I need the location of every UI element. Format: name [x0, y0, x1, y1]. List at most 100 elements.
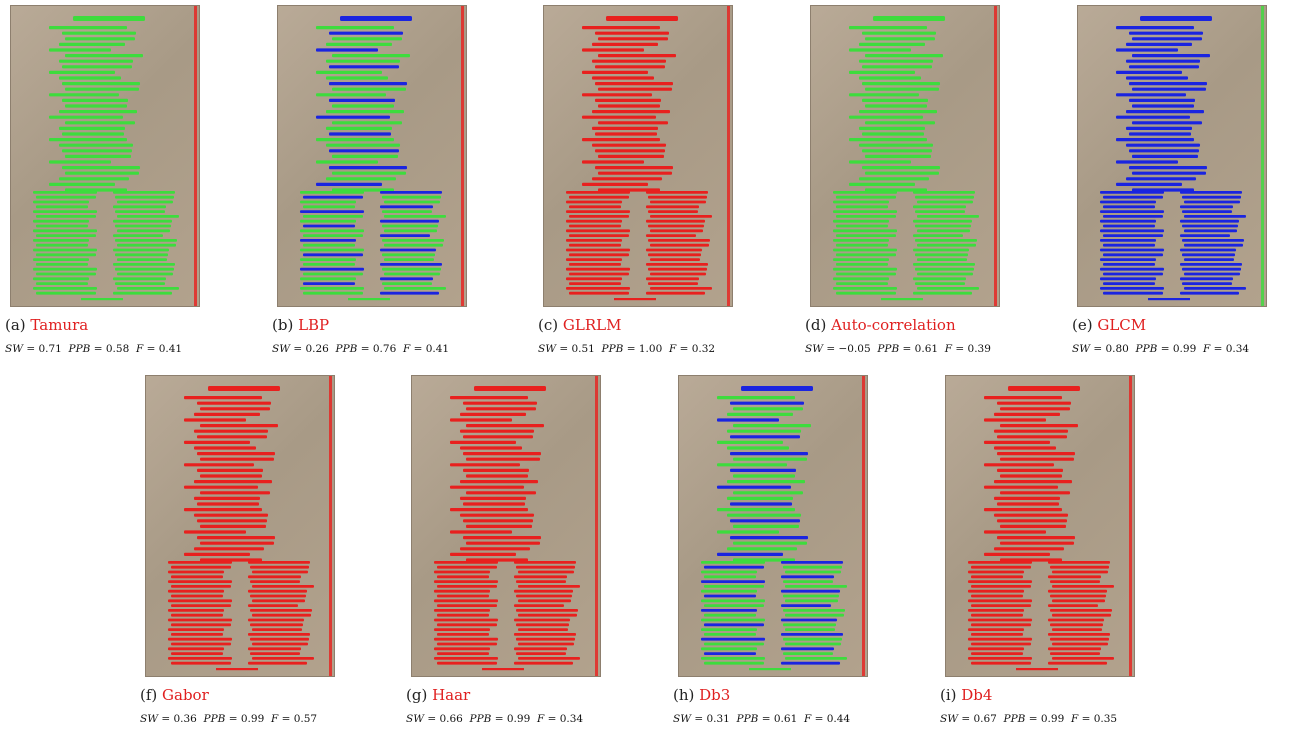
text-line-mark [968, 657, 1032, 660]
text-line-mark [865, 188, 927, 192]
text-line-mark [1100, 267, 1164, 271]
panel-label: (c) [538, 316, 563, 334]
text-line-mark [1116, 70, 1182, 74]
text-line-mark [316, 138, 394, 142]
text-line-mark [704, 613, 756, 617]
text-line-mark [1180, 248, 1236, 252]
text-line-mark [1052, 585, 1114, 588]
text-line-mark [1184, 229, 1237, 233]
text-line-mark [650, 200, 706, 204]
text-line-mark [113, 205, 166, 209]
text-line-mark [1100, 229, 1164, 233]
metric-sw: SW = 0.67 [940, 713, 1001, 725]
text-line-mark [382, 195, 441, 199]
text-line-mark [717, 552, 783, 556]
text-line-mark [1184, 215, 1246, 218]
text-line-mark [450, 552, 516, 556]
text-line-mark [380, 263, 442, 266]
text-line-mark [518, 613, 577, 617]
text-line-mark [836, 215, 896, 218]
text-line-mark [997, 401, 1071, 405]
text-line-mark [168, 647, 224, 651]
text-line-mark [968, 599, 1032, 603]
text-line-mark [1126, 42, 1192, 46]
text-line-mark [865, 171, 939, 175]
text-line-mark [727, 446, 789, 450]
text-line-mark [460, 429, 534, 433]
text-line-mark [197, 519, 267, 523]
text-line-mark [997, 502, 1059, 506]
text-line-mark [701, 609, 757, 612]
text-line-mark [113, 277, 166, 281]
text-line-mark [171, 642, 231, 646]
text-line-mark [340, 16, 412, 21]
text-line-mark [849, 160, 911, 164]
text-line-mark [984, 418, 1046, 422]
segmentation-overlay [168, 376, 332, 676]
metric-f: F = 0.41 [135, 343, 183, 355]
text-line-mark [785, 657, 847, 660]
text-line-mark [518, 657, 580, 660]
text-line-mark [704, 604, 764, 607]
text-line-mark [849, 70, 915, 74]
text-line-mark [968, 618, 1032, 622]
text-line-mark [1103, 215, 1163, 218]
text-line-mark [59, 177, 129, 181]
text-line-mark [1126, 76, 1188, 80]
text-line-mark [701, 657, 765, 660]
text-line-mark [516, 565, 575, 569]
text-line-mark [466, 558, 528, 562]
metric-f: F = 0.34 [536, 713, 584, 725]
text-line-mark [49, 182, 115, 186]
document-page-thumbnail [277, 5, 467, 307]
text-line-mark [460, 412, 526, 416]
text-line-mark [518, 628, 568, 631]
text-line-mark [316, 48, 378, 52]
text-line-mark [917, 200, 973, 204]
text-line-mark [303, 205, 355, 209]
page-edge-marker [1261, 6, 1264, 306]
text-line-mark [197, 502, 259, 506]
panel-metrics: SW = 0.36 PPB = 0.99 F = 0.57 [140, 713, 390, 725]
text-line-mark [733, 491, 803, 495]
text-line-mark [1048, 561, 1110, 564]
document-page-thumbnail [411, 375, 601, 677]
text-line-mark [1116, 160, 1178, 164]
text-line-mark [1103, 243, 1155, 247]
text-line-mark [460, 547, 530, 551]
text-line-mark [1184, 287, 1246, 290]
text-line-mark [913, 248, 969, 252]
text-line-mark [466, 524, 532, 528]
metric-sw: SW = 0.26 [272, 343, 333, 355]
text-line-mark [1050, 637, 1109, 641]
panel-metrics: SW = 0.80 PPB = 0.99 F = 0.34 [1072, 343, 1305, 355]
text-line-mark [329, 149, 399, 153]
text-line-mark [49, 115, 123, 119]
text-line-mark [1103, 282, 1155, 285]
text-line-mark [971, 585, 1031, 588]
metric-ppb: PPB = 0.99 [203, 713, 268, 725]
text-line-mark [1103, 224, 1155, 228]
method-name: Tamura [30, 316, 89, 334]
text-line-mark [252, 599, 305, 603]
text-line-mark [380, 191, 442, 194]
text-line-mark [1132, 87, 1206, 91]
text-line-mark [783, 580, 833, 583]
figure-panel: (d) Auto-correlation SW = −0.05 PPB = 0.6… [805, 5, 1055, 355]
metric-f: F = 0.34 [1202, 343, 1250, 355]
text-line-mark [592, 76, 654, 80]
text-line-mark [434, 609, 490, 612]
text-line-mark [1132, 188, 1194, 192]
text-line-mark [730, 435, 800, 439]
text-line-mark [463, 502, 525, 506]
text-line-mark [49, 48, 111, 52]
text-line-mark [300, 210, 364, 213]
text-line-mark [36, 291, 96, 295]
text-line-mark [382, 224, 438, 228]
text-line-mark [1103, 195, 1163, 199]
text-line-mark [514, 661, 573, 665]
text-line-mark [650, 243, 709, 247]
text-line-mark [781, 633, 843, 636]
text-line-mark [300, 200, 356, 204]
text-line-mark [115, 224, 171, 228]
